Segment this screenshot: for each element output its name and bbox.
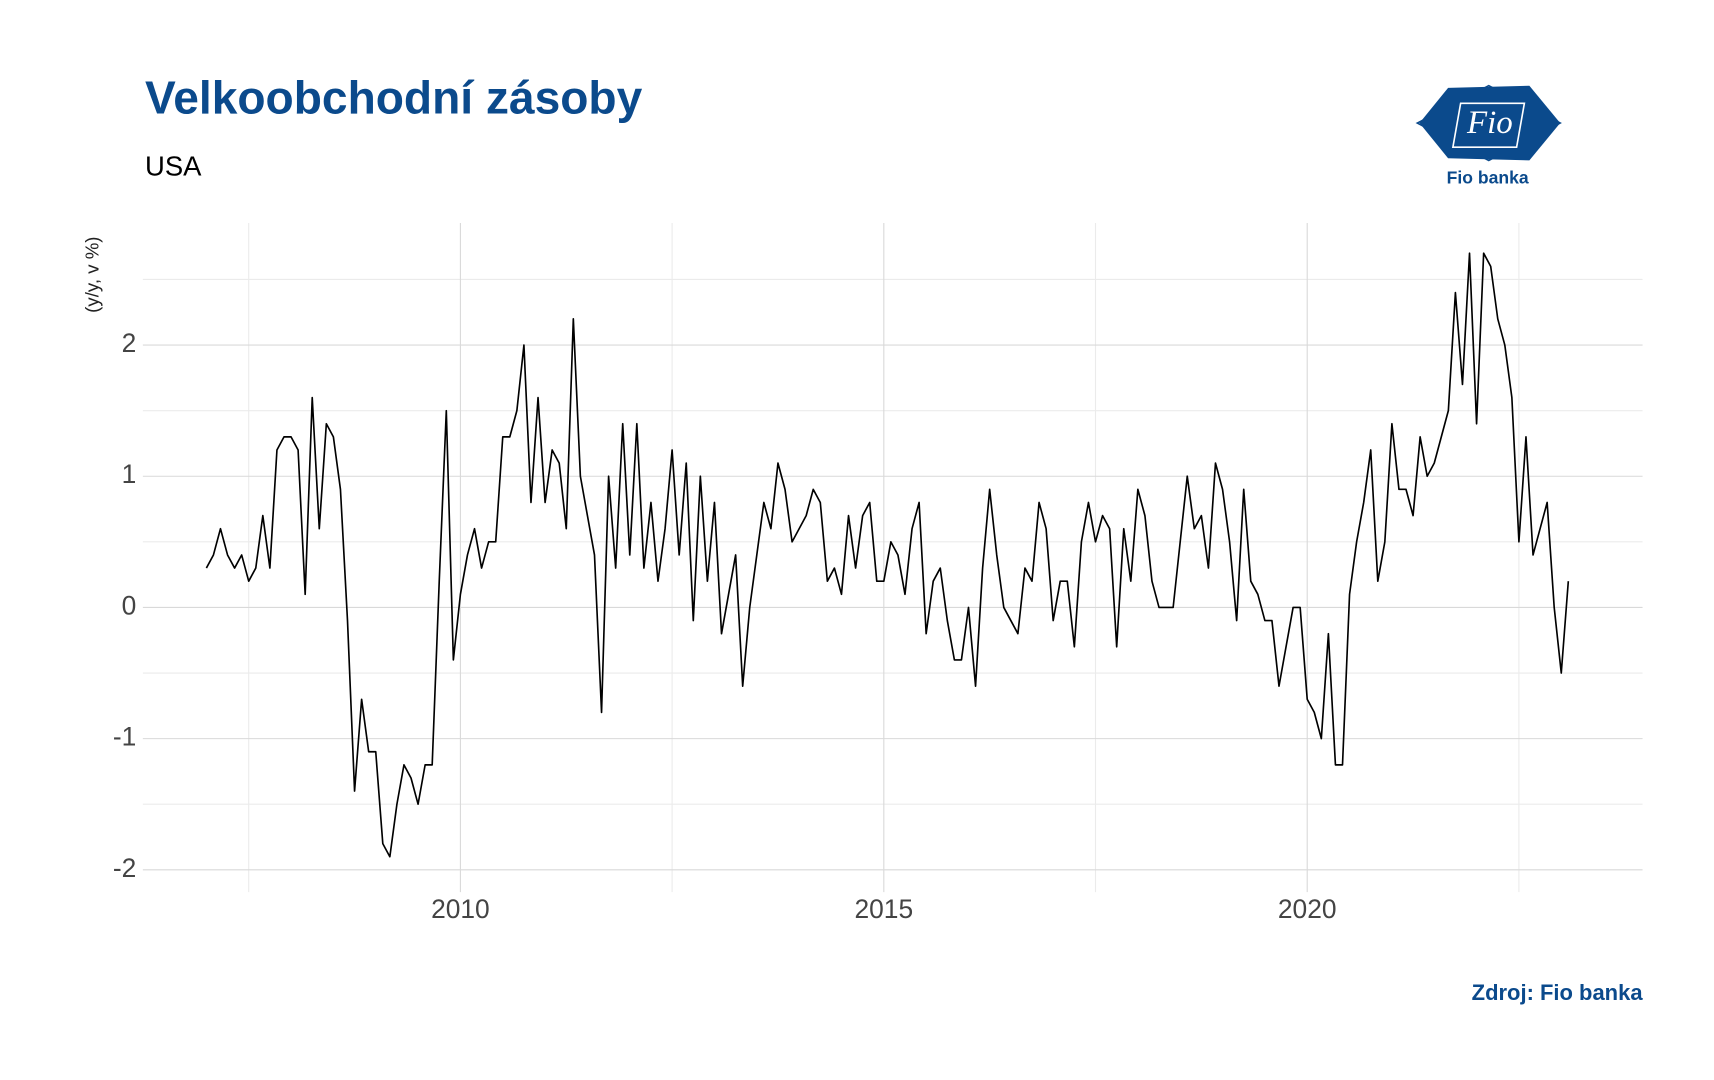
chart-subtitle: USA	[145, 150, 202, 181]
x-tick-label: 2010	[431, 894, 490, 924]
logo-name: Fio banka	[1447, 168, 1529, 188]
y-tick-label: 1	[122, 459, 137, 489]
logo: Fio Fio banka	[1415, 84, 1562, 188]
x-tick-label: 2020	[1278, 894, 1337, 924]
grid: -2 -1 0 1 2 2010 2015 2020	[113, 223, 1643, 924]
data-line	[205, 252, 1570, 858]
logo-frame	[1451, 102, 1526, 149]
x-tick-label: 2015	[854, 894, 913, 924]
y-tick-label: 0	[122, 590, 137, 620]
y-tick-label: -2	[113, 853, 136, 883]
source-note: Zdroj: Fio banka	[1472, 980, 1644, 1005]
y-tick-label: 2	[122, 328, 137, 358]
y-axis-label: (y/y, v %)	[81, 236, 102, 312]
y-tick-label: -1	[113, 722, 136, 752]
logo-mark: Fio	[1466, 105, 1513, 141]
plot	[205, 252, 1570, 858]
chart-title: Velkoobchodní zásoby	[145, 71, 643, 123]
